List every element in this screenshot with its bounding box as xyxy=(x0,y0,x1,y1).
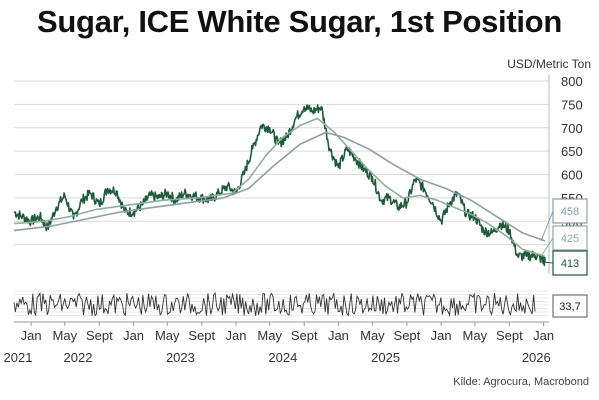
oscillator-value-label: 33,7 xyxy=(559,301,580,313)
y-tick-label: 750 xyxy=(561,97,583,112)
x-year-label: 2025 xyxy=(371,350,400,365)
y-tick-label: 700 xyxy=(561,121,583,136)
end-label-value: 413 xyxy=(561,258,579,270)
x-year-label: 2026 xyxy=(522,350,551,365)
x-tick-label: Jan xyxy=(431,328,452,343)
x-tick-label: Jan xyxy=(533,328,554,343)
chart-title: Sugar, ICE White Sugar, 1st Position xyxy=(37,4,562,39)
end-label-box xyxy=(552,250,588,276)
y-tick-label: 650 xyxy=(561,144,583,159)
x-tick-label: Sept xyxy=(394,328,421,343)
end-label-box xyxy=(552,225,588,251)
x-tick-label: Jan xyxy=(328,328,349,343)
x-tick-label: May xyxy=(360,328,385,343)
x-tick-label: May xyxy=(53,328,78,343)
end-label-box xyxy=(552,198,588,224)
y-tick-label: 800 xyxy=(561,74,583,89)
x-tick-label: Jan xyxy=(226,328,247,343)
x-tick-label: May xyxy=(257,328,282,343)
series-price xyxy=(13,104,546,267)
grid-lines xyxy=(14,75,550,274)
x-tick-label: Sept xyxy=(86,328,113,343)
x-year-label: 2022 xyxy=(64,350,93,365)
y-tick-label: 600 xyxy=(561,168,583,183)
x-tick-label: Sept xyxy=(291,328,318,343)
x-tick-label: Jan xyxy=(123,328,144,343)
y-axis-unit-label: USD/Metric Ton xyxy=(507,57,591,71)
series-ma-short xyxy=(13,117,546,258)
x-year-label: 2024 xyxy=(268,350,297,365)
oscillator-panel: 33,7 xyxy=(13,290,588,318)
oscillator-value-box xyxy=(552,294,588,318)
series-ma-long xyxy=(13,131,546,242)
x-tick-label: Sept xyxy=(496,328,523,343)
x-year-label: 2023 xyxy=(166,350,195,365)
end-value-labels: 458 425 413 xyxy=(540,198,588,276)
x-year-label: 2021 xyxy=(4,350,33,365)
x-tick-label: Jan xyxy=(21,328,42,343)
oscillator-line xyxy=(13,291,536,317)
end-label-value: 425 xyxy=(561,233,579,245)
source-label: Kilde: Agrocura, Macrobond xyxy=(453,376,589,388)
x-tick-label: May xyxy=(463,328,488,343)
end-label-pointer xyxy=(540,229,554,257)
end-label-value: 458 xyxy=(561,206,579,218)
price-series-lines xyxy=(13,104,546,267)
x-tick-label: Sept xyxy=(188,328,215,343)
x-axis: Jan May Sept Jan May Sept Jan May Sept Jan May Sept… xyxy=(4,321,554,365)
x-tick-label: May xyxy=(155,328,180,343)
